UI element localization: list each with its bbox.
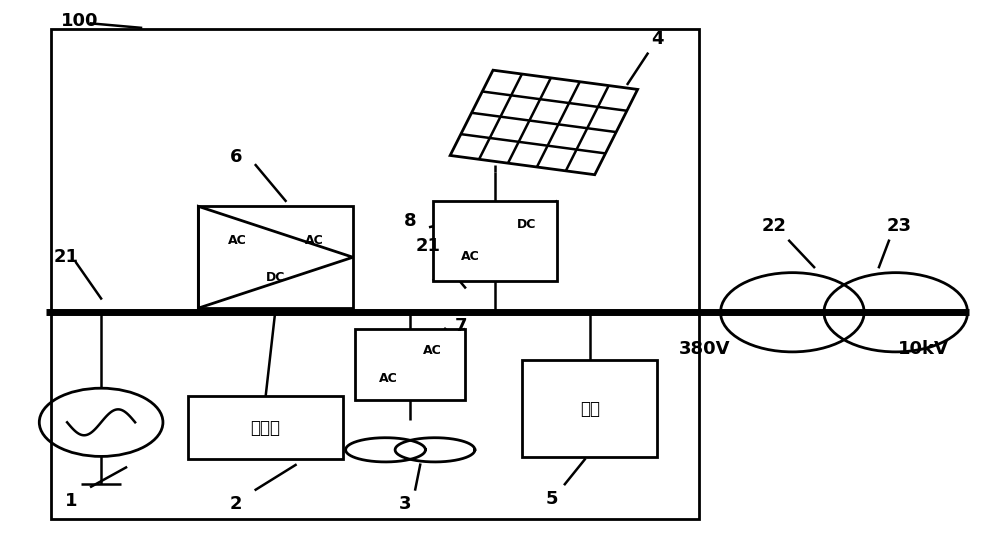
Bar	[198, 206, 353, 308]
Text: 2: 2	[229, 495, 242, 513]
Bar	[188, 396, 343, 460]
Text: 6: 6	[229, 148, 242, 166]
Text: 21: 21	[415, 237, 440, 255]
Text: DC: DC	[516, 218, 536, 231]
Text: AC: AC	[305, 234, 324, 247]
Bar	[522, 361, 657, 457]
Text: 100: 100	[61, 12, 99, 30]
Text: AC: AC	[379, 372, 398, 385]
Text: 23: 23	[886, 217, 911, 235]
Text: 8: 8	[404, 212, 417, 231]
Text: AC: AC	[461, 250, 479, 263]
Text: 1: 1	[65, 492, 77, 510]
Text: 5: 5	[546, 490, 558, 508]
Text: AC: AC	[423, 344, 442, 357]
Text: 蓄电池: 蓄电池	[251, 419, 281, 437]
Bar	[355, 329, 465, 400]
Text: 3: 3	[399, 495, 412, 513]
Text: 4: 4	[651, 30, 664, 48]
Text: AC: AC	[228, 234, 246, 247]
Bar	[51, 29, 699, 519]
Bar	[433, 201, 557, 280]
Text: 380V: 380V	[679, 340, 730, 358]
Text: 21: 21	[53, 248, 78, 266]
Text: 22: 22	[762, 217, 787, 235]
Text: 7: 7	[455, 317, 468, 335]
Text: 负荷: 负荷	[580, 400, 600, 418]
Text: DC: DC	[266, 271, 285, 284]
Text: 10kV: 10kV	[898, 340, 949, 358]
